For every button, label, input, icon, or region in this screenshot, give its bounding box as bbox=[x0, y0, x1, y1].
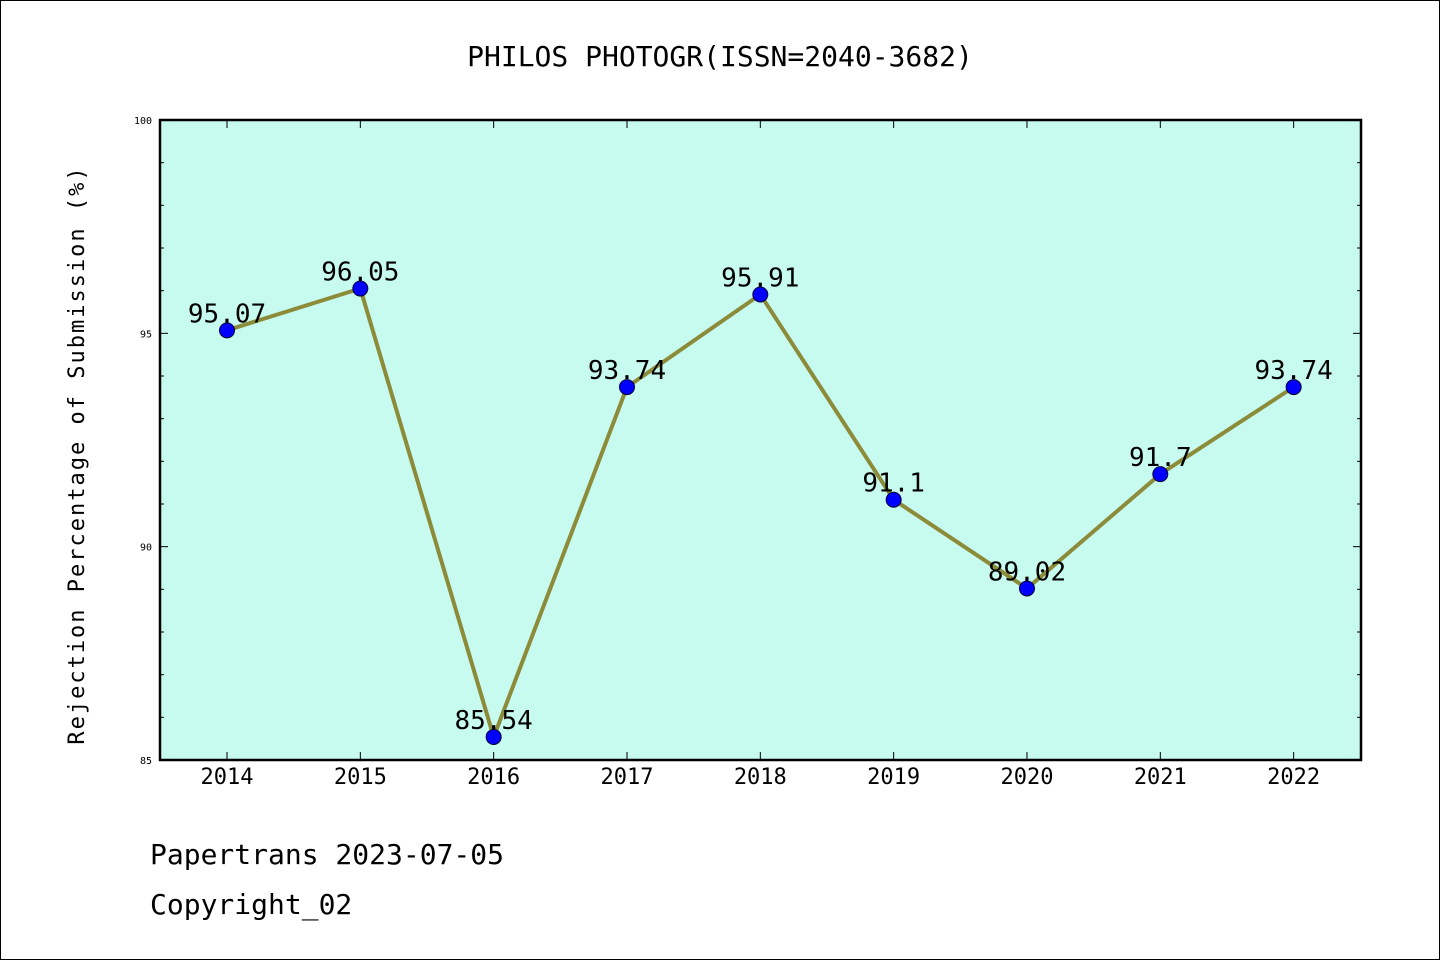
x-tick-label: 2017 bbox=[600, 765, 653, 790]
x-tick-label: 2015 bbox=[334, 765, 387, 790]
x-axis-ticks: 2014 2015 2016 2017 2018 2019 2020 2021 2022 bbox=[201, 120, 1320, 790]
data-point bbox=[618, 379, 635, 396]
chart-title: PHILOS PHOTOGR(ISSN=2040-3682) bbox=[467, 40, 973, 73]
plot-border bbox=[158, 118, 1363, 762]
footer-copyright: Copyright_02 bbox=[150, 888, 352, 922]
y-tick-label: 95 bbox=[140, 329, 152, 340]
data-label: 89.02 bbox=[988, 557, 1066, 587]
data-label: 93.74 bbox=[588, 356, 666, 386]
data-label: 95.91 bbox=[721, 264, 799, 294]
data-label: 91.7 bbox=[1129, 443, 1192, 473]
x-tick-label: 2016 bbox=[467, 765, 520, 790]
footer-date: Papertrans 2023-07-05 bbox=[150, 838, 504, 871]
data-point bbox=[1285, 379, 1302, 396]
data-labels: 95.07 96.05 85.54 93.74 95.91 91.1 89.02 91.7 93… bbox=[188, 258, 1333, 736]
data-point bbox=[1018, 580, 1035, 597]
data-label: 96.05 bbox=[321, 258, 399, 288]
data-label: 91.1 bbox=[862, 469, 925, 499]
y-tick-label: 100 bbox=[134, 116, 152, 127]
data-label: 85.54 bbox=[455, 706, 533, 736]
x-tick-label: 2020 bbox=[1000, 765, 1053, 790]
y-tick-label: 90 bbox=[140, 543, 152, 554]
x-tick-label: 2021 bbox=[1134, 765, 1187, 790]
data-point bbox=[352, 280, 369, 297]
data-label: 95.07 bbox=[188, 299, 266, 329]
plot-area bbox=[160, 120, 1361, 760]
data-label: 93.74 bbox=[1254, 356, 1332, 386]
data-point bbox=[485, 728, 502, 745]
y-tick-label: 85 bbox=[140, 756, 152, 767]
y-axis-label: Rejection Percentage of Submission (%) bbox=[65, 165, 90, 744]
x-tick-label: 2014 bbox=[201, 765, 254, 790]
data-point bbox=[1152, 466, 1169, 483]
x-tick-label: 2018 bbox=[734, 765, 787, 790]
x-tick-label: 2019 bbox=[867, 765, 920, 790]
data-point bbox=[219, 322, 235, 339]
data-point bbox=[752, 286, 769, 303]
data-point bbox=[885, 491, 902, 508]
series-markers bbox=[219, 280, 1302, 745]
x-tick-label: 2022 bbox=[1267, 765, 1320, 790]
